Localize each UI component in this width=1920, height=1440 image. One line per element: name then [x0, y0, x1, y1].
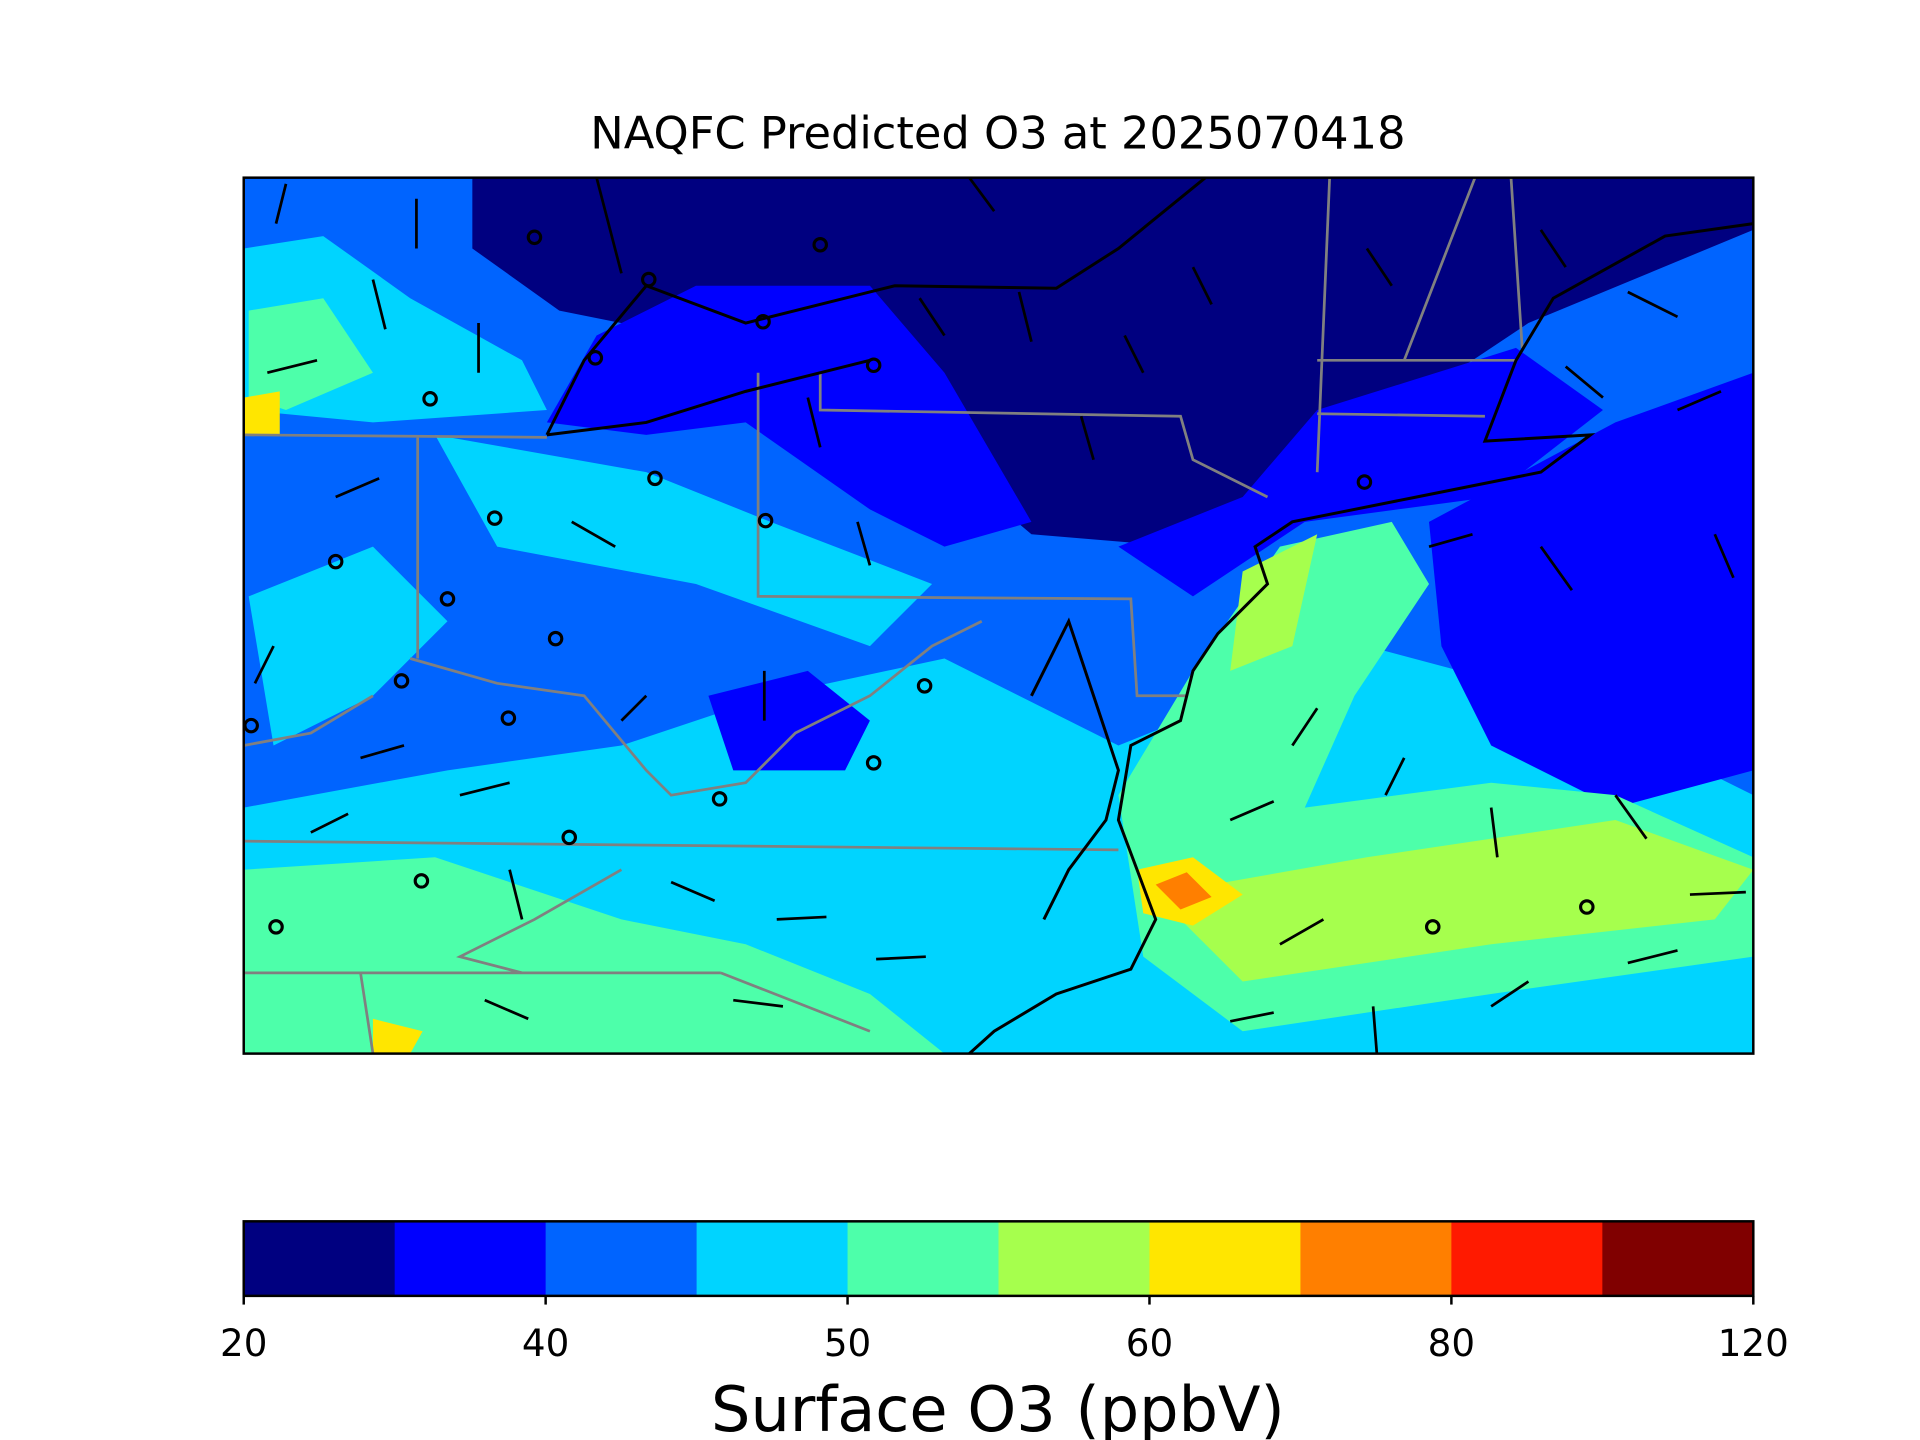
- colorbar-label: Surface O3 (ppbV): [711, 1373, 1285, 1440]
- coastline: [545, 177, 1754, 1054]
- wind-barb: [253, 177, 1746, 1054]
- colorbar-segment: [847, 1221, 1000, 1296]
- map-frame: [242, 176, 1755, 1055]
- map-field: [243, 391, 280, 435]
- tick-label: 60: [1126, 1321, 1173, 1365]
- colorbar-segment: [696, 1221, 849, 1296]
- colorbar-segment: [1602, 1221, 1754, 1296]
- ozone-map: [243, 177, 1754, 1054]
- tick-label: 80: [1428, 1321, 1475, 1365]
- colorbar-segment: [545, 1221, 698, 1296]
- map-field: [546, 285, 1032, 547]
- map-field: [1155, 872, 1212, 910]
- map-field: [435, 434, 933, 647]
- colorbar-segment: [1300, 1221, 1453, 1296]
- map-field: [1429, 372, 1754, 808]
- colorbar-segment: [394, 1221, 547, 1296]
- map-field: [472, 177, 1754, 547]
- colorbar-segment: [998, 1221, 1151, 1296]
- state-boundary: [243, 177, 1524, 1054]
- station-marker: [243, 229, 1595, 935]
- colorbar: 20 40 50 60 80 120: [220, 1221, 1789, 1365]
- colorbar-segment: [243, 1221, 396, 1296]
- tick-label: 20: [220, 1321, 267, 1365]
- tick-label: 50: [824, 1321, 871, 1365]
- map-field: [1118, 347, 1603, 597]
- map-field: [372, 1018, 423, 1054]
- map-field: [1230, 534, 1318, 671]
- map-field: [708, 670, 870, 771]
- chart-title: NAQFC Predicted O3 at 2025070418: [590, 107, 1405, 160]
- tick-label: 120: [1718, 1321, 1789, 1365]
- map-field: [248, 546, 448, 746]
- map-field: [1155, 820, 1754, 982]
- colorbar-frame: [242, 1220, 1755, 1298]
- tick-label: 40: [522, 1321, 569, 1365]
- colorbar-segment: [1451, 1221, 1603, 1296]
- colorbar-segment: [1149, 1221, 1302, 1296]
